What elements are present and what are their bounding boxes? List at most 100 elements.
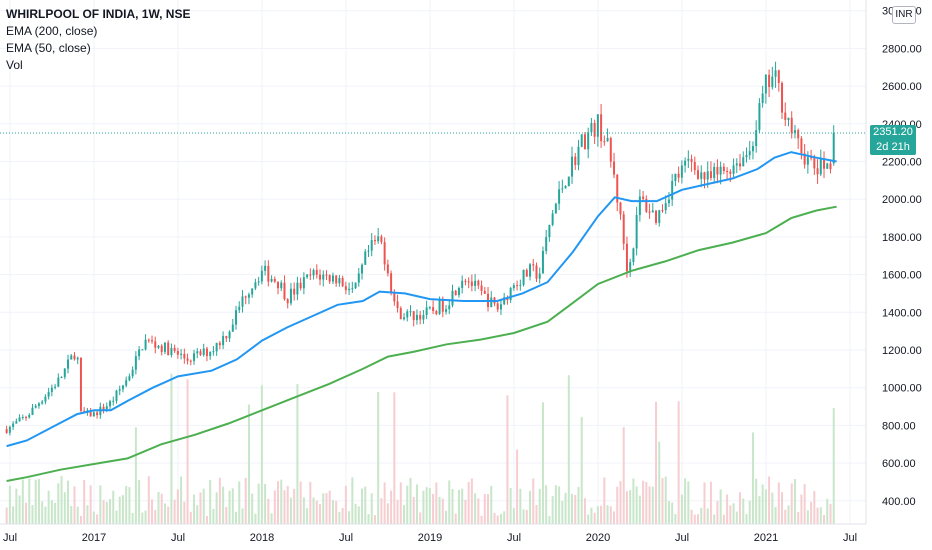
candle-body <box>183 353 186 359</box>
candle-body <box>632 248 635 263</box>
candle-body <box>651 210 654 213</box>
volume-bar <box>286 485 289 524</box>
candle-body <box>790 117 793 133</box>
volume-bar <box>580 417 583 524</box>
volume-bar <box>713 514 716 524</box>
candle-body <box>441 300 444 312</box>
candle-body <box>299 282 302 289</box>
volume-bar <box>180 476 183 524</box>
candle-body <box>47 391 50 397</box>
ema50-line <box>6 151 837 448</box>
candle-body <box>338 278 341 284</box>
candle-body <box>609 138 612 162</box>
candle-body <box>797 130 800 139</box>
volume-legend[interactable]: Vol <box>6 58 23 72</box>
volume-bar <box>619 481 622 524</box>
volume-bar <box>296 384 299 524</box>
candle-body <box>218 342 221 346</box>
price-candles[interactable] <box>5 61 835 436</box>
volume-bar <box>661 478 664 524</box>
candle-body <box>335 275 338 284</box>
symbol-title[interactable]: WHIRLPOOL OF INDIA, 1W, NSE <box>6 7 191 21</box>
candle-body <box>196 351 199 354</box>
volume-bar <box>638 495 641 524</box>
volume-bar <box>561 501 564 524</box>
volume-bar <box>722 514 725 524</box>
candle-body <box>658 210 661 223</box>
candle-body <box>716 166 719 175</box>
candle-body <box>435 311 438 315</box>
volume-bar <box>134 427 137 524</box>
time-axis[interactable]: Jul 2017 Jul 2018 Jul 2019 Jul 2020 Jul 2021 Jul <box>0 523 866 544</box>
volume-bar <box>622 427 625 524</box>
ema50-legend[interactable]: EMA (50, close) <box>6 41 91 55</box>
time-tick-label: 2017 <box>82 532 106 544</box>
candle-body <box>344 286 347 291</box>
candle-body <box>687 158 690 161</box>
currency-badge[interactable]: INR <box>892 6 916 24</box>
candle-body <box>348 288 351 291</box>
volume-bar <box>322 493 325 524</box>
candle-body <box>709 171 712 179</box>
candle-body <box>293 288 296 295</box>
volume-bar <box>218 477 221 524</box>
price-tick-label: 1400.00 <box>882 307 922 319</box>
candle-body <box>399 308 402 320</box>
candle-body <box>79 357 82 411</box>
volume-bar <box>390 490 393 524</box>
candle-body <box>655 210 658 223</box>
candle-body <box>157 345 160 348</box>
candle-body <box>739 163 742 167</box>
volume-bar <box>144 510 147 524</box>
ema200-legend[interactable]: EMA (200, close) <box>6 24 98 38</box>
volume-bar <box>490 485 493 524</box>
candle-body <box>419 314 422 320</box>
candle-body <box>390 273 393 293</box>
volume-bar <box>176 489 179 524</box>
candle-body <box>781 82 784 113</box>
volume-bar <box>457 489 460 524</box>
volume-bar <box>241 508 244 524</box>
candle-body <box>545 237 548 251</box>
volume-bar <box>131 512 134 524</box>
candle-body <box>176 351 179 355</box>
volume-bar <box>567 375 570 524</box>
volume-bar <box>577 486 580 524</box>
candle-body <box>247 294 250 298</box>
candle-body <box>538 273 541 279</box>
volume-bar <box>231 488 234 524</box>
candle-body <box>823 158 826 169</box>
volume-bar <box>441 498 444 524</box>
candle-body <box>409 311 412 313</box>
volume-bar <box>315 500 318 524</box>
volume-bar <box>435 482 438 524</box>
time-tick-label: Jul <box>675 532 689 544</box>
volume-bar <box>222 486 225 524</box>
candle-body <box>302 277 305 289</box>
volume-bar <box>280 479 283 524</box>
candle-body <box>167 342 170 356</box>
volume-bar <box>25 502 28 524</box>
volume-bar <box>70 506 73 524</box>
price-axis[interactable]: 400.00 600.00 800.00 1000.00 1200.00 1400.00 1… <box>865 0 922 524</box>
volume-bar <box>790 483 793 524</box>
volume-bar <box>31 505 34 524</box>
time-tick-label: Jul <box>507 532 521 544</box>
volume-bar <box>768 476 771 524</box>
candle-body <box>535 265 538 279</box>
volume-bar <box>758 496 761 524</box>
candle-body <box>383 242 386 265</box>
candle-body <box>645 198 648 212</box>
candle-body <box>596 114 599 137</box>
candle-body <box>768 74 771 88</box>
volume-bar <box>215 492 218 524</box>
volume-bar <box>283 490 286 524</box>
candle-body <box>564 186 567 189</box>
candle-body <box>289 288 292 304</box>
volume-bar <box>816 507 819 524</box>
volume-bar <box>487 494 490 524</box>
volume-bar <box>354 503 357 524</box>
candle-body <box>280 282 283 289</box>
volume-bar <box>173 499 176 524</box>
